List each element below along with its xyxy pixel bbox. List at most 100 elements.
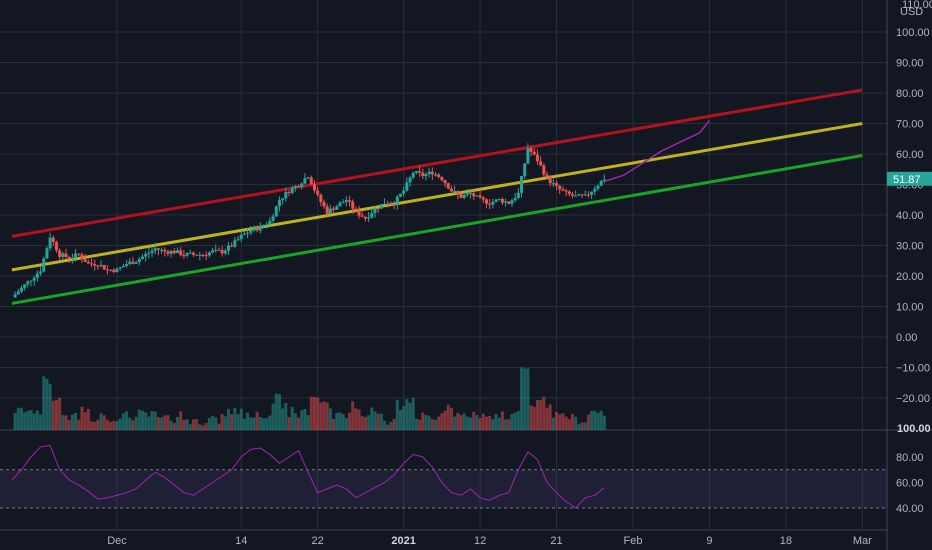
volume-bar [271,403,275,430]
candle-body [35,273,39,278]
candle-body [42,258,46,272]
candle-body [176,250,180,254]
candle-body [348,200,352,202]
volume-bar [134,416,138,430]
candle-body [58,250,62,257]
volume-bar [532,407,536,430]
volume-bar [462,413,466,430]
candle-body [115,268,119,273]
channel-line-lower[interactable] [11,154,863,305]
candle-body [440,177,444,181]
volume-bar [386,424,390,430]
volume-bar [491,419,495,430]
candle-body [481,197,485,200]
price-tick-label: 30.00 [896,241,924,253]
volume-bar [529,405,533,430]
candle-body [558,185,562,190]
volume-bar [246,412,250,430]
candle-body [226,245,230,251]
candle-body [255,227,259,231]
candle-body [67,256,71,259]
candle-body [373,208,377,214]
volume-bar [319,402,323,430]
projection-path [604,119,711,183]
volume-bar [166,415,170,430]
candle-body [102,265,106,270]
volume-bar [596,412,600,430]
volume-bar [504,419,508,430]
candle-body [363,216,367,219]
volume-bar [325,402,329,430]
time-axis[interactable]: Dec 14 22 2021 12 21 Feb 9 18 Mar [107,535,872,547]
candle-body [418,171,422,173]
volume-bar [204,422,208,430]
time-tick-label: 12 [474,535,486,547]
candle-body [500,198,504,203]
volume-bar [102,415,106,430]
candle-body [121,265,125,268]
candle-body [271,216,275,221]
candle-body [478,195,482,198]
candle-body [586,194,590,196]
candle-body [223,250,227,254]
price-tick-label: 80.00 [896,88,924,100]
candle-body [529,148,533,152]
time-tick-label: Mar [853,535,872,547]
volume-bar [363,416,367,430]
candle-body [70,257,74,259]
volume-bar [23,412,27,430]
volume-bar [590,410,594,430]
candle-body [570,194,574,196]
channel-line-middle[interactable] [11,122,863,272]
candle-body [465,193,469,196]
volume-bar [112,420,116,430]
volume-bar [351,401,355,430]
volume-bar [125,411,129,430]
volume-bar [586,414,590,430]
volume-bar [121,413,125,430]
candle-body [23,284,27,288]
volume-bar [252,417,256,430]
candle-body [140,256,144,260]
price-axis[interactable]: 100.0090.0080.0070.0060.0050.0040.0030.0… [896,27,930,405]
volume-bar [198,424,202,430]
projection-line[interactable] [604,119,711,183]
candle-body [48,237,52,249]
candle-body [590,191,594,195]
volume-bar [497,417,501,430]
candle-body [542,165,546,175]
volume-bar [290,407,294,430]
volume-bar [80,406,84,430]
volume-bar [293,413,297,430]
volume-bar [379,413,383,430]
volume-bar [443,410,447,430]
candle-body [456,190,460,195]
volume-bar [207,417,211,430]
candle-body [453,190,457,192]
volume-bar [214,417,218,430]
channel-line-upper[interactable] [11,88,863,238]
candle-body [421,172,425,177]
candle-body [156,248,160,250]
volume-bar [360,416,364,430]
volume-bar [105,419,109,430]
candle-body [360,215,364,217]
candle-body [26,281,30,285]
candle-body [160,249,164,251]
candle-body [383,203,387,205]
volume-bar [61,415,65,430]
volume-bar [265,418,269,430]
price-tick-label: 90.00 [896,58,924,70]
candle-body [118,267,122,269]
volume-bar [300,410,304,430]
volume-bar [45,378,49,430]
candle-body [303,178,307,184]
price-tick-label: −20.00 [896,393,930,405]
volume-bar [593,410,597,430]
volume-bar [500,411,504,430]
candle-body [367,217,371,219]
volume-bar [465,416,469,430]
candle-body [580,194,584,196]
candle-body [182,255,186,257]
volume-bar [456,412,460,430]
